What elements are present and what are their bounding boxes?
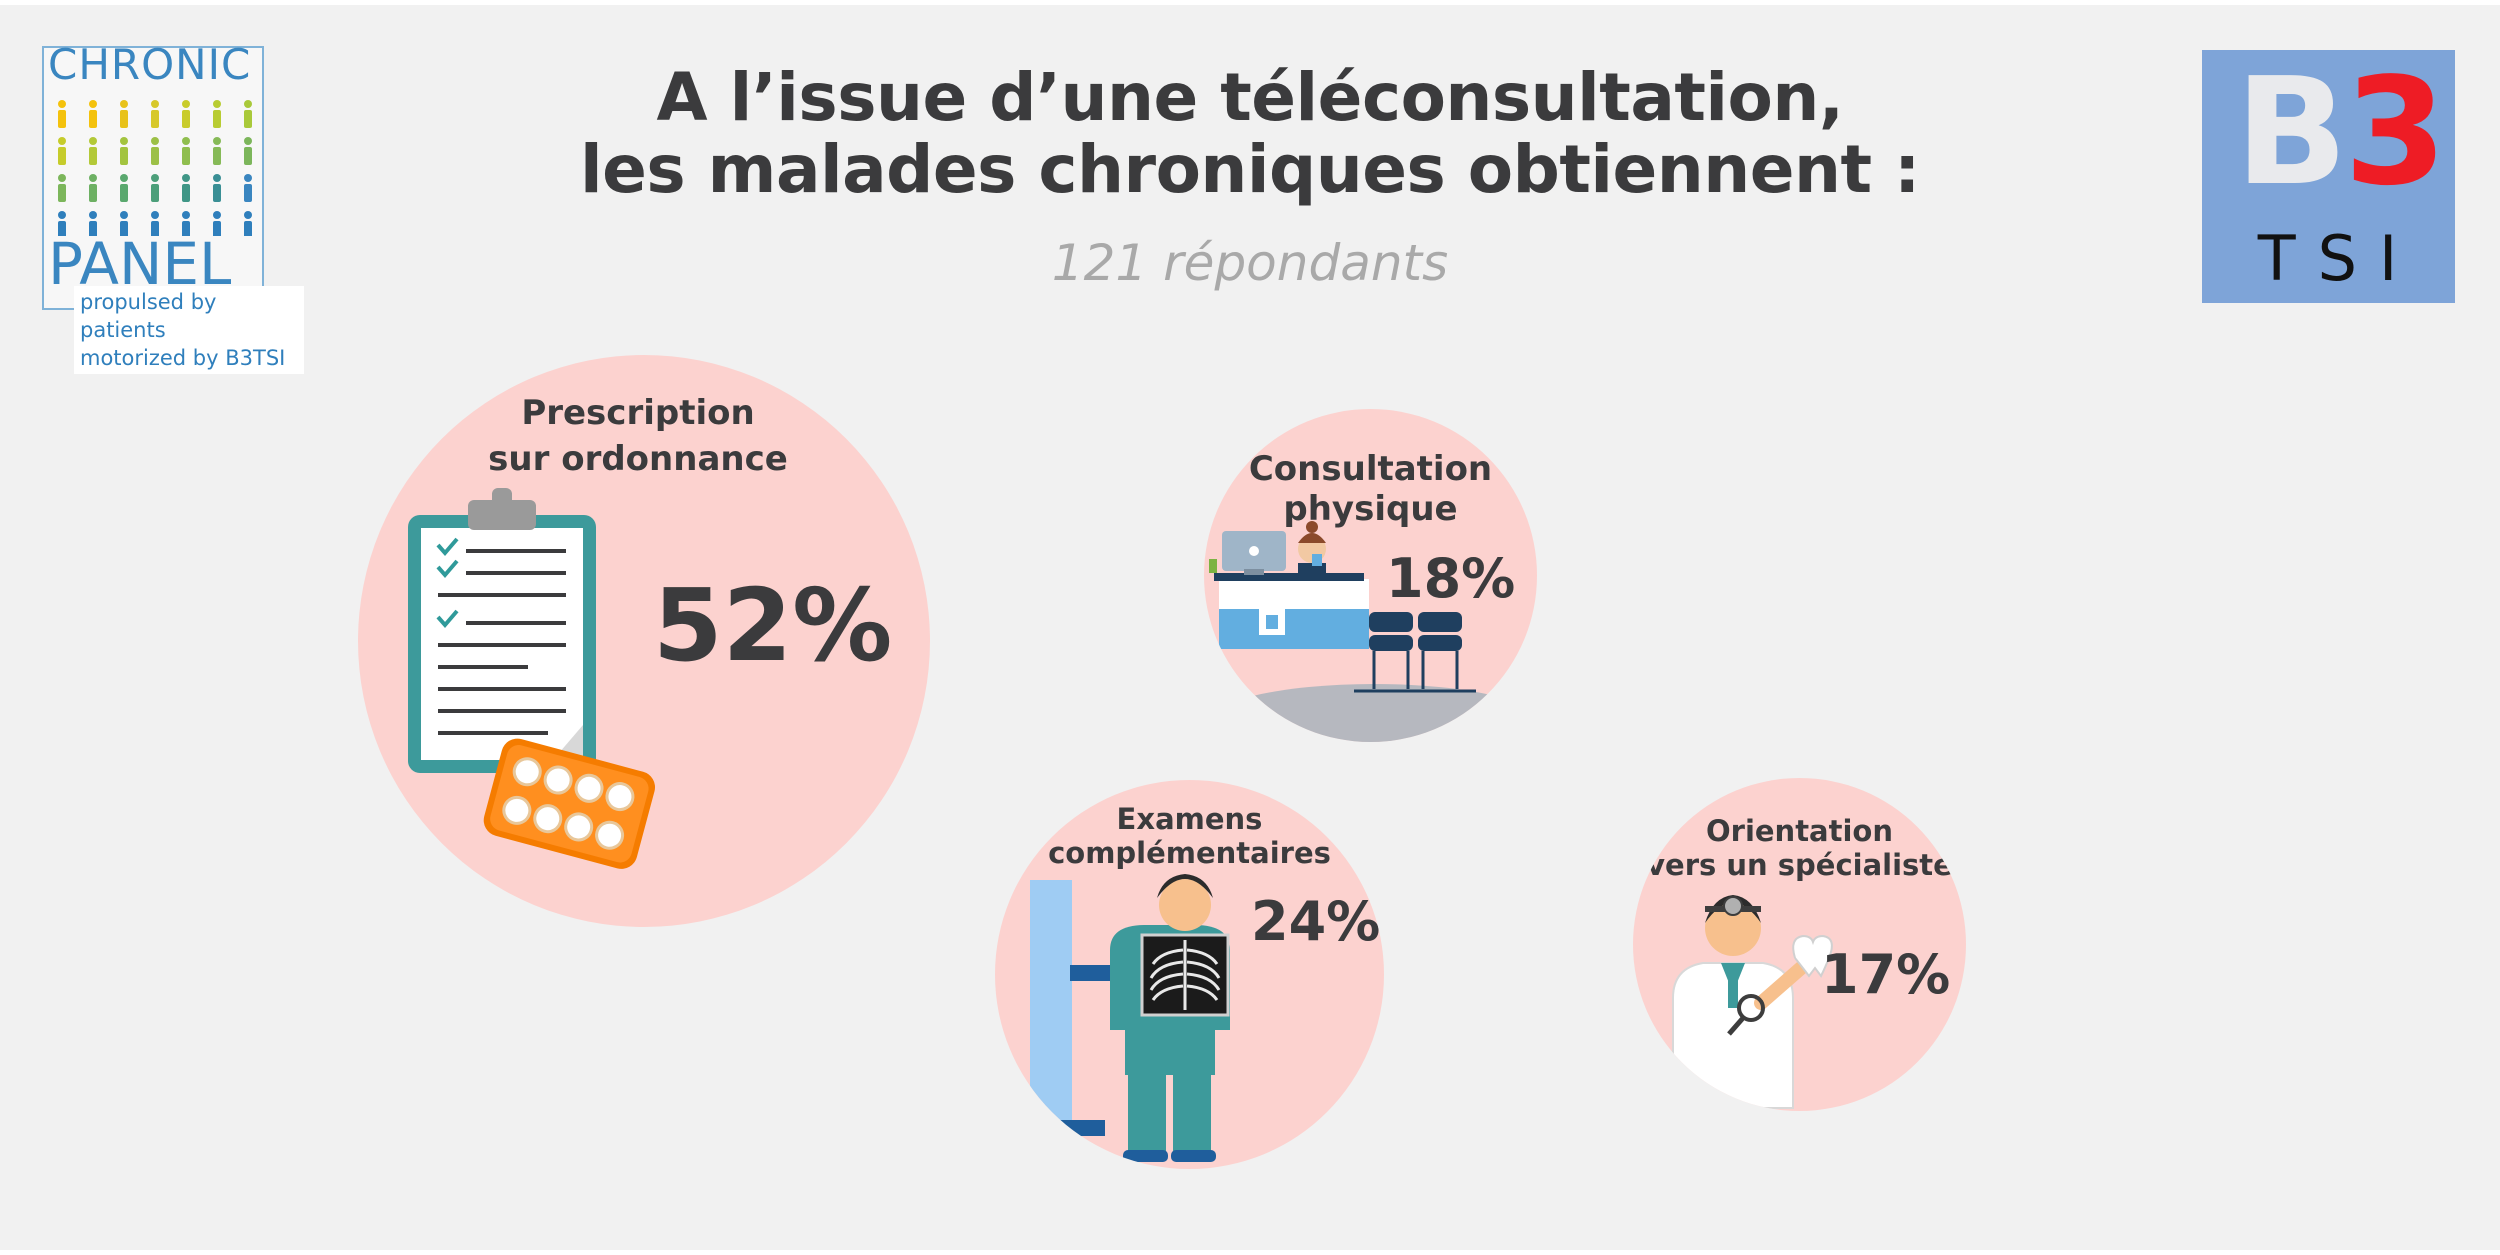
person-icon bbox=[213, 184, 221, 202]
orientation-label-line-1: Orientation bbox=[1705, 814, 1893, 848]
person-icon bbox=[213, 100, 221, 108]
person-icon bbox=[182, 184, 190, 202]
person-icon bbox=[89, 221, 97, 236]
people-grid-icon bbox=[58, 100, 252, 236]
person-icon bbox=[213, 211, 221, 219]
person-icon bbox=[89, 137, 97, 145]
person-icon bbox=[151, 100, 159, 108]
person-icon bbox=[89, 184, 97, 202]
chronic-panel-top-word: CHRONIC bbox=[48, 40, 252, 89]
person-icon bbox=[182, 110, 190, 128]
person-icon bbox=[244, 137, 252, 145]
orientation-label: Orientation vers un spécialiste bbox=[1633, 814, 1966, 882]
b3-tsi-text: TSI bbox=[2257, 222, 2420, 295]
person-icon bbox=[151, 184, 159, 202]
person-icon bbox=[120, 137, 128, 145]
person-icon bbox=[120, 211, 128, 219]
person-icon bbox=[244, 147, 252, 165]
person-icon bbox=[182, 221, 190, 236]
person-icon bbox=[58, 147, 66, 165]
person-icon bbox=[244, 211, 252, 219]
person-icon bbox=[182, 174, 190, 182]
specialist-doctor-icon bbox=[1672, 895, 1833, 1109]
person-icon bbox=[213, 137, 221, 145]
examens-percent: 24% bbox=[1251, 890, 1381, 953]
examens-label: Examens complémentaires bbox=[995, 802, 1384, 870]
title-line-2: les malades chroniques obtiennent : bbox=[580, 131, 1920, 208]
person-icon bbox=[182, 137, 190, 145]
b3tsi-logo: B 3 TSI bbox=[2202, 50, 2455, 303]
person-icon bbox=[244, 174, 252, 182]
person-icon bbox=[89, 174, 97, 182]
bubble-consultation: Consultation physique 18% bbox=[1204, 409, 1537, 742]
prescription-label: Prescription sur ordonnance bbox=[458, 390, 818, 482]
person-icon bbox=[244, 100, 252, 108]
b3-digit-3: 3 bbox=[2344, 46, 2447, 218]
person-icon bbox=[151, 110, 159, 128]
person-icon bbox=[151, 137, 159, 145]
person-icon bbox=[89, 147, 97, 165]
person-icon bbox=[58, 137, 66, 145]
person-icon bbox=[58, 110, 66, 128]
consultation-label-line-2: physique bbox=[1283, 489, 1458, 529]
person-icon bbox=[244, 184, 252, 202]
bubble-examens: Examens complémentaires 24% bbox=[995, 780, 1384, 1169]
person-icon bbox=[244, 110, 252, 128]
title-line-1: A l’issue d’une téléconsultation, bbox=[656, 59, 1844, 136]
person-icon bbox=[120, 110, 128, 128]
orientation-label-line-2: vers un spécialiste bbox=[1646, 848, 1953, 882]
person-icon bbox=[120, 100, 128, 108]
person-icon bbox=[58, 211, 66, 219]
person-icon bbox=[120, 184, 128, 202]
person-icon bbox=[182, 147, 190, 165]
person-icon bbox=[89, 211, 97, 219]
chronic-panel-tagline: propulsed by patients motorized by B3TSI bbox=[74, 286, 304, 374]
person-icon bbox=[58, 184, 66, 202]
xray-patient-icon bbox=[1030, 874, 1230, 1162]
person-icon bbox=[151, 174, 159, 182]
examens-label-line-1: Examens bbox=[1116, 802, 1263, 836]
person-icon bbox=[213, 110, 221, 128]
person-icon bbox=[182, 100, 190, 108]
page-title: A l’issue d’une téléconsultation, les ma… bbox=[500, 62, 2000, 206]
person-icon bbox=[58, 100, 66, 108]
person-icon bbox=[182, 211, 190, 219]
prescription-percent: 52% bbox=[653, 567, 893, 684]
person-icon bbox=[89, 100, 97, 108]
consultation-percent: 18% bbox=[1386, 547, 1516, 610]
b3-letter-b: B bbox=[2235, 46, 2348, 218]
person-icon bbox=[89, 110, 97, 128]
bubble-prescription: Prescription sur ordonnance 52% bbox=[358, 355, 930, 927]
person-icon bbox=[151, 221, 159, 236]
person-icon bbox=[151, 211, 159, 219]
person-icon bbox=[213, 147, 221, 165]
bubble-orientation: Orientation vers un spécialiste 17% bbox=[1633, 778, 1966, 1111]
examens-label-line-2: complémentaires bbox=[1048, 836, 1331, 870]
respondent-count: 121 répondants bbox=[1051, 234, 1449, 292]
prescription-clipboard-pills-icon bbox=[408, 488, 656, 869]
consultation-label-line-1: Consultation bbox=[1248, 449, 1493, 489]
orientation-percent: 17% bbox=[1821, 943, 1951, 1006]
chronic-panel-tagline-1: propulsed by patients bbox=[80, 290, 217, 342]
person-icon bbox=[120, 221, 128, 236]
person-icon bbox=[58, 174, 66, 182]
person-icon bbox=[120, 147, 128, 165]
person-icon bbox=[151, 147, 159, 165]
prescription-label-line-1: Prescription bbox=[521, 393, 755, 433]
chronic-panel-tagline-2: motorized by B3TSI bbox=[80, 346, 286, 370]
person-icon bbox=[244, 221, 252, 236]
consultation-label: Consultation physique bbox=[1204, 449, 1537, 529]
person-icon bbox=[120, 174, 128, 182]
person-icon bbox=[213, 221, 221, 236]
person-icon bbox=[213, 174, 221, 182]
prescription-label-line-2: sur ordonnance bbox=[488, 439, 788, 479]
clinic-reception-icon bbox=[1204, 521, 1537, 742]
person-icon bbox=[58, 221, 66, 236]
